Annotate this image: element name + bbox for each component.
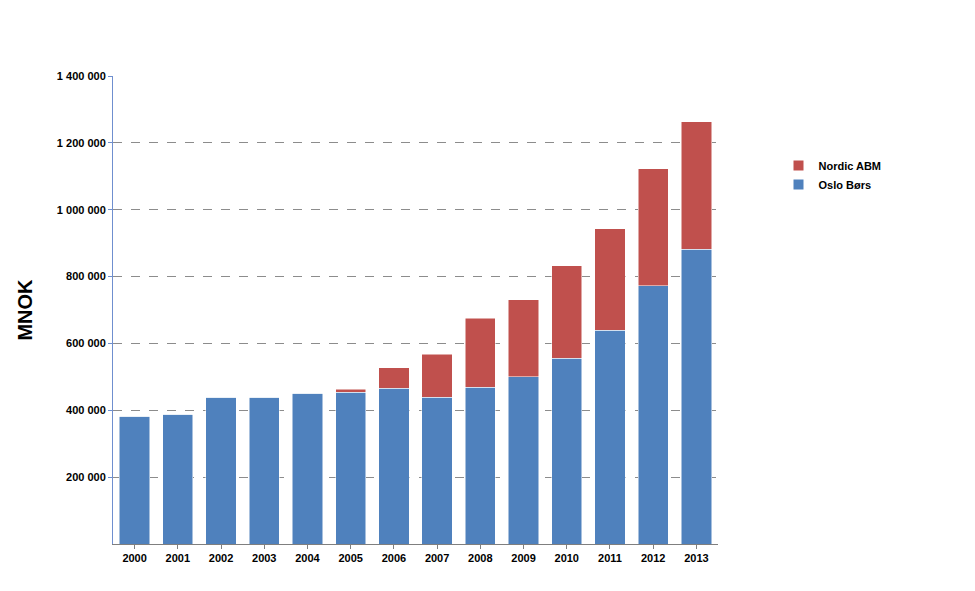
svg-text:400 000: 400 000	[66, 404, 106, 416]
svg-text:1 200 000: 1 200 000	[57, 137, 106, 149]
svg-text:1 000 000: 1 000 000	[57, 204, 106, 216]
svg-text:Oslo Børs: Oslo Børs	[819, 179, 872, 191]
svg-text:2011: 2011	[598, 552, 622, 564]
svg-text:2010: 2010	[555, 552, 579, 564]
svg-text:2001: 2001	[166, 552, 190, 564]
svg-text:2012: 2012	[641, 552, 665, 564]
svg-text:MNOK: MNOK	[14, 279, 36, 341]
svg-text:2006: 2006	[382, 552, 406, 564]
svg-text:600 000: 600 000	[66, 337, 106, 349]
svg-text:2000: 2000	[122, 552, 146, 564]
svg-text:2005: 2005	[338, 552, 362, 564]
svg-text:2007: 2007	[425, 552, 449, 564]
svg-text:2004: 2004	[295, 552, 320, 564]
svg-text:2002: 2002	[209, 552, 233, 564]
svg-text:1 400 000: 1 400 000	[57, 70, 106, 82]
svg-text:800 000: 800 000	[66, 270, 106, 282]
svg-text:200 000: 200 000	[66, 471, 106, 483]
svg-text:2013: 2013	[684, 552, 708, 564]
svg-text:Nordic ABM: Nordic ABM	[819, 160, 882, 172]
svg-text:2009: 2009	[511, 552, 535, 564]
svg-text:2003: 2003	[252, 552, 276, 564]
svg-text:2008: 2008	[468, 552, 492, 564]
